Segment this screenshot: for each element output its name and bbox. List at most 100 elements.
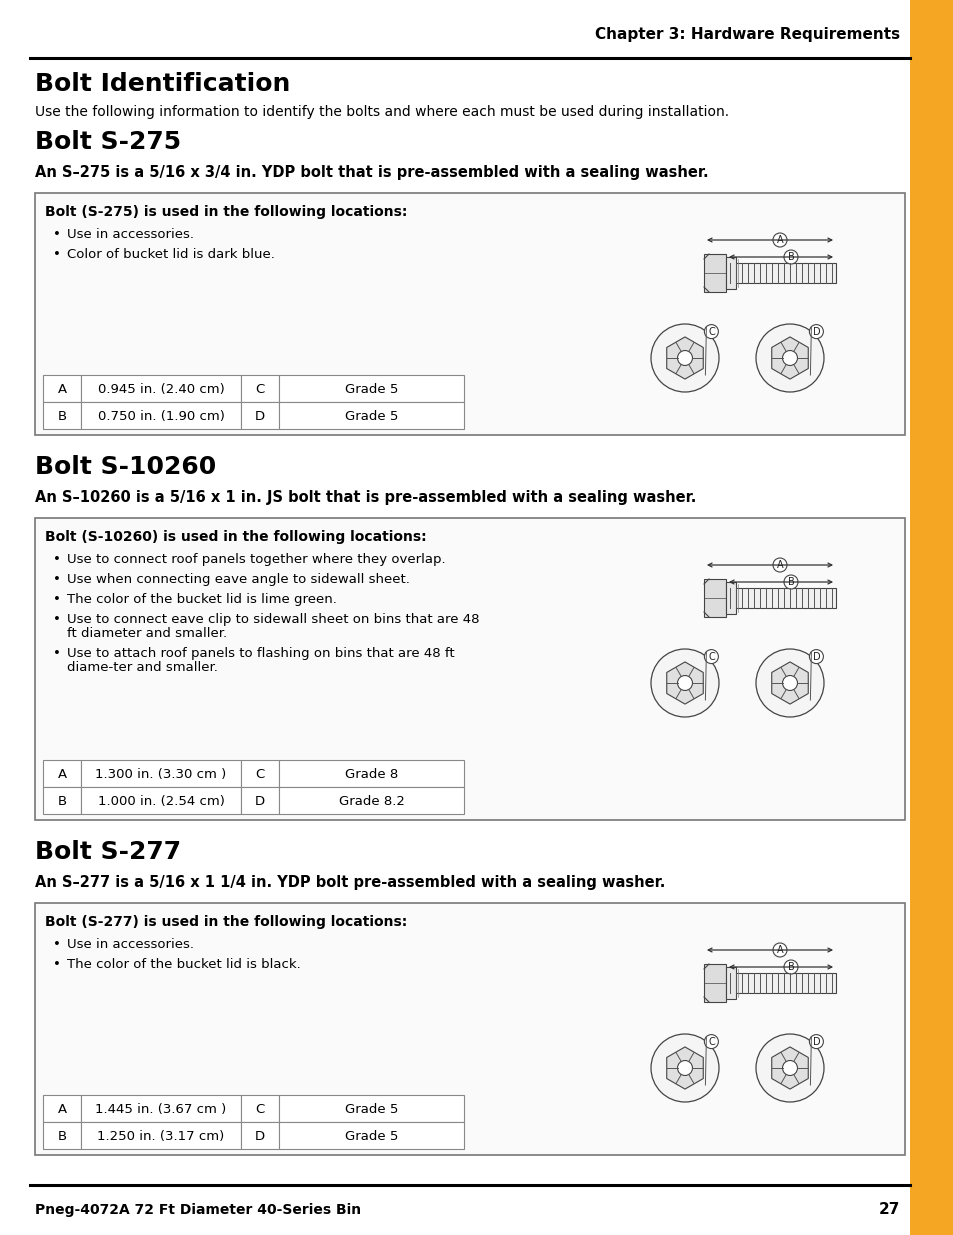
Circle shape [703, 1035, 718, 1049]
Bar [43, 1095, 81, 1123]
Polygon shape [771, 1047, 807, 1089]
Bar [81, 1123, 241, 1149]
Text: D: D [812, 652, 820, 662]
Text: A: A [776, 945, 782, 955]
Bar [703, 254, 725, 291]
Circle shape [772, 233, 786, 247]
Bar [81, 787, 241, 814]
Text: 27: 27 [878, 1203, 899, 1218]
Bar [278, 1123, 463, 1149]
Text: An S–277 is a 5/16 x 1 1/4 in. YDP bolt pre-assembled with a sealing washer.: An S–277 is a 5/16 x 1 1/4 in. YDP bolt … [35, 876, 664, 890]
Text: C: C [707, 326, 714, 337]
Circle shape [772, 558, 786, 572]
Circle shape [783, 249, 797, 264]
Text: D: D [254, 410, 265, 424]
Circle shape [703, 325, 718, 338]
Bar [703, 579, 725, 618]
Bar [725, 967, 735, 999]
Text: 0.945 in. (2.40 cm): 0.945 in. (2.40 cm) [97, 383, 224, 396]
Text: C: C [707, 1036, 714, 1046]
Circle shape [650, 1034, 719, 1102]
Text: A: A [57, 1103, 67, 1116]
Bar [278, 375, 463, 403]
Circle shape [783, 576, 797, 589]
Bar [278, 1095, 463, 1123]
Bar [43, 787, 81, 814]
Circle shape [808, 325, 822, 338]
Text: Bolt Identification: Bolt Identification [35, 72, 290, 96]
Text: •: • [53, 939, 61, 951]
Text: •: • [53, 573, 61, 585]
Text: Bolt S-275: Bolt S-275 [35, 130, 181, 154]
Text: C: C [255, 1103, 264, 1116]
Text: Grade 5: Grade 5 [344, 383, 397, 396]
Bar [35, 903, 904, 1155]
Text: •: • [53, 647, 61, 659]
Text: 1.250 in. (3.17 cm): 1.250 in. (3.17 cm) [97, 1130, 224, 1144]
Text: Use in accessories.: Use in accessories. [67, 939, 193, 951]
Text: •: • [53, 958, 61, 971]
Bar [241, 375, 278, 403]
Circle shape [781, 351, 797, 366]
Bar [725, 263, 835, 283]
Text: B: B [787, 252, 794, 262]
Bar [278, 403, 463, 429]
Circle shape [650, 650, 719, 718]
Bar [43, 760, 81, 787]
Text: •: • [53, 613, 61, 626]
Text: 0.750 in. (1.90 cm): 0.750 in. (1.90 cm) [97, 410, 224, 424]
Bar [81, 375, 241, 403]
Text: B: B [787, 962, 794, 972]
Text: •: • [53, 593, 61, 606]
Bar [35, 517, 904, 820]
Text: Bolt (S-277) is used in the following locations:: Bolt (S-277) is used in the following lo… [45, 915, 407, 929]
Bar [43, 403, 81, 429]
Text: Use to attach roof panels to flashing on bins that are 48 ft: Use to attach roof panels to flashing on… [67, 647, 455, 659]
Circle shape [677, 1061, 692, 1076]
Text: •: • [53, 228, 61, 241]
Bar [43, 1123, 81, 1149]
Circle shape [808, 650, 822, 663]
Circle shape [772, 944, 786, 957]
Bar [725, 582, 735, 614]
Text: B: B [787, 577, 794, 587]
Polygon shape [666, 1047, 702, 1089]
Text: diame-ter and smaller.: diame-ter and smaller. [67, 661, 217, 674]
Text: Grade 8.2: Grade 8.2 [338, 795, 404, 808]
Text: A: A [57, 768, 67, 781]
Text: Grade 5: Grade 5 [344, 1103, 397, 1116]
Bar [241, 760, 278, 787]
Text: ft diameter and smaller.: ft diameter and smaller. [67, 627, 227, 640]
Text: A: A [776, 235, 782, 245]
Bar [43, 375, 81, 403]
Circle shape [677, 351, 692, 366]
Text: A: A [57, 383, 67, 396]
Text: Use to connect roof panels together where they overlap.: Use to connect roof panels together wher… [67, 553, 445, 566]
Text: 1.300 in. (3.30 cm ): 1.300 in. (3.30 cm ) [95, 768, 227, 781]
Bar [81, 760, 241, 787]
Text: Grade 5: Grade 5 [344, 410, 397, 424]
Bar [241, 1123, 278, 1149]
Text: Bolt (S-275) is used in the following locations:: Bolt (S-275) is used in the following lo… [45, 205, 407, 219]
Text: Bolt S-10260: Bolt S-10260 [35, 454, 216, 479]
Text: D: D [812, 326, 820, 337]
Circle shape [808, 1035, 822, 1049]
Polygon shape [771, 662, 807, 704]
Bar [725, 973, 835, 993]
Circle shape [783, 960, 797, 974]
Circle shape [755, 1034, 823, 1102]
Text: Use when connecting eave angle to sidewall sheet.: Use when connecting eave angle to sidewa… [67, 573, 410, 585]
Bar [725, 588, 835, 608]
Polygon shape [666, 662, 702, 704]
Text: Grade 5: Grade 5 [344, 1130, 397, 1144]
Text: B: B [57, 795, 67, 808]
Text: Bolt S-277: Bolt S-277 [35, 840, 181, 864]
Text: Grade 8: Grade 8 [345, 768, 397, 781]
Text: Use to connect eave clip to sidewall sheet on bins that are 48: Use to connect eave clip to sidewall she… [67, 613, 479, 626]
Circle shape [755, 324, 823, 391]
Circle shape [781, 1061, 797, 1076]
Text: B: B [57, 410, 67, 424]
Bar [703, 965, 725, 1002]
Text: Pneg-4072A 72 Ft Diameter 40-Series Bin: Pneg-4072A 72 Ft Diameter 40-Series Bin [35, 1203, 361, 1216]
Text: D: D [254, 1130, 265, 1144]
